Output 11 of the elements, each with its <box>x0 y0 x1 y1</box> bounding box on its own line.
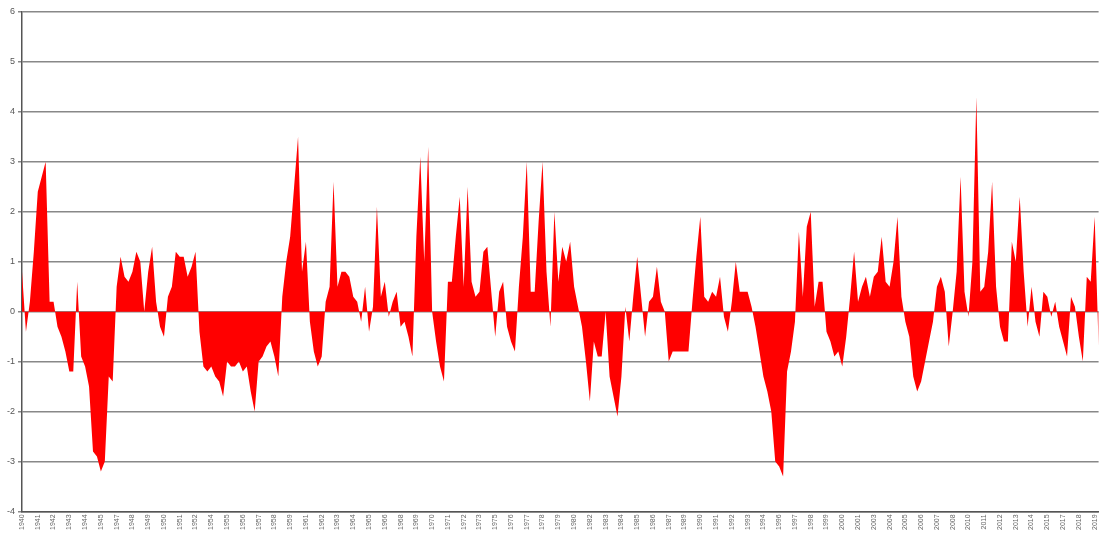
y-tick-label: 6 <box>9 6 15 17</box>
y-tick-label: -2 <box>6 406 15 417</box>
y-tick-label: 3 <box>9 156 15 167</box>
y-tick-label: -1 <box>6 356 15 367</box>
y-tick-label: -4 <box>6 505 15 516</box>
y-tick-label: 4 <box>9 106 15 117</box>
y-tick-label: -3 <box>6 455 15 466</box>
y-tick-label: 0 <box>9 306 15 317</box>
y-tick-label: 1 <box>9 256 15 267</box>
y-tick-label: 2 <box>9 206 15 217</box>
y-tick-label: 5 <box>9 56 15 67</box>
